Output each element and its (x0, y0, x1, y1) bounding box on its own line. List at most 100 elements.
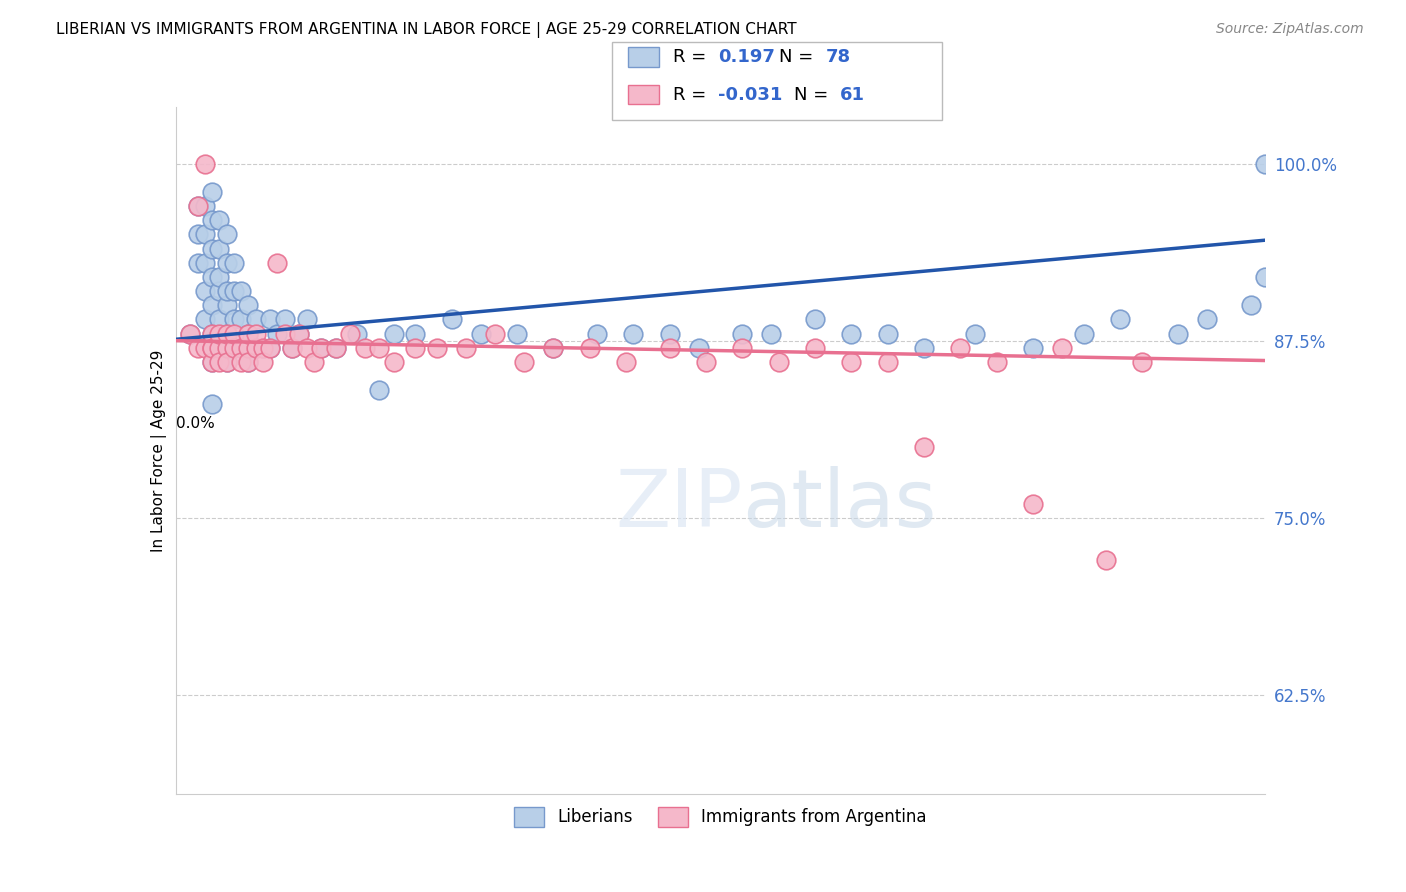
Point (231, 355, 253, 369)
Point (201, 213, 224, 227)
Point (238, 298, 260, 312)
Text: 0.0%: 0.0% (176, 416, 215, 431)
Point (208, 341, 231, 355)
Point (266, 256, 288, 270)
Point (1254, 270, 1277, 285)
Point (215, 341, 238, 355)
Point (201, 397, 224, 411)
Point (761, 326, 783, 341)
Point (543, 341, 565, 355)
Point (288, 326, 311, 341)
Point (194, 312, 217, 326)
Point (579, 341, 602, 355)
Text: ZIP: ZIP (614, 467, 742, 544)
Point (281, 341, 304, 355)
Point (208, 341, 231, 355)
Point (963, 326, 986, 341)
Point (688, 341, 710, 355)
Point (288, 326, 311, 341)
Point (201, 185, 224, 199)
Point (912, 341, 935, 355)
Point (186, 227, 209, 242)
Point (325, 341, 347, 355)
Point (186, 199, 209, 213)
Point (695, 355, 717, 369)
Point (194, 157, 217, 171)
Point (231, 341, 253, 355)
Point (208, 242, 231, 256)
Point (238, 355, 260, 369)
Point (215, 256, 238, 270)
Point (201, 355, 224, 369)
Point (208, 355, 231, 369)
Point (621, 326, 644, 341)
Point (222, 256, 245, 270)
Point (245, 341, 267, 355)
Point (281, 341, 304, 355)
Point (405, 341, 427, 355)
Point (194, 227, 217, 242)
Point (208, 284, 231, 298)
Point (309, 341, 332, 355)
Point (238, 326, 260, 341)
Point (266, 326, 288, 341)
Point (215, 227, 238, 242)
Point (215, 355, 238, 369)
Point (231, 284, 253, 298)
Point (295, 341, 318, 355)
Text: 0.197: 0.197 (718, 48, 775, 66)
Point (215, 298, 238, 312)
Point (238, 355, 260, 369)
Text: N =: N = (794, 86, 834, 103)
Point (252, 355, 274, 369)
Point (201, 341, 224, 355)
Point (1050, 341, 1073, 355)
Text: 78: 78 (825, 48, 851, 66)
Point (179, 326, 201, 341)
Point (1022, 341, 1045, 355)
Point (208, 312, 231, 326)
Point (201, 298, 224, 312)
Point (309, 341, 332, 355)
Point (231, 341, 253, 355)
Text: N =: N = (779, 48, 818, 66)
Point (245, 312, 267, 326)
Point (1167, 326, 1189, 341)
Point (1073, 326, 1095, 341)
Text: R =: R = (673, 86, 713, 103)
Point (259, 341, 281, 355)
Point (238, 341, 260, 355)
Point (368, 341, 391, 355)
Point (274, 326, 297, 341)
Point (986, 355, 1008, 369)
Text: 61: 61 (839, 86, 865, 103)
Point (426, 341, 449, 355)
Point (201, 326, 224, 341)
Point (586, 326, 609, 341)
Point (658, 341, 681, 355)
Point (382, 326, 405, 341)
Point (201, 242, 224, 256)
Text: R =: R = (673, 48, 713, 66)
Point (186, 199, 209, 213)
Point (231, 312, 253, 326)
Point (215, 284, 238, 298)
Point (804, 341, 827, 355)
Point (245, 326, 267, 341)
Point (194, 284, 217, 298)
Point (194, 199, 217, 213)
Point (259, 312, 281, 326)
Point (470, 326, 492, 341)
Point (912, 440, 935, 454)
Point (614, 355, 637, 369)
Point (1254, 157, 1277, 171)
Point (201, 355, 224, 369)
Point (325, 341, 347, 355)
Point (1197, 312, 1219, 326)
Point (222, 284, 245, 298)
Point (841, 355, 863, 369)
Point (876, 326, 898, 341)
Point (222, 341, 245, 355)
Point (543, 341, 565, 355)
Y-axis label: In Labor Force | Age 25-29: In Labor Force | Age 25-29 (152, 350, 167, 551)
